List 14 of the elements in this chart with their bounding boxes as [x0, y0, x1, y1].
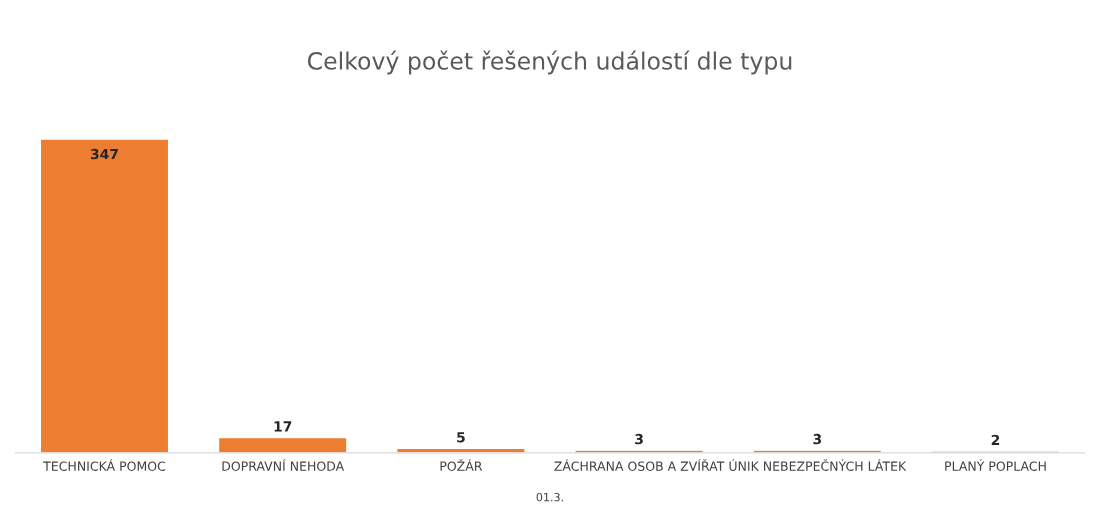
x-tick-label: POŽÁR	[440, 459, 483, 471]
x-tick-label: ZÁCHRANA OSOB A ZVÍŘAT	[554, 459, 725, 471]
data-label: 17	[274, 421, 292, 432]
x-tick-label: TECHNICKÁ POMOC	[43, 459, 166, 471]
data-label: 347	[90, 148, 118, 160]
x-axis-title: 01.3.	[536, 492, 563, 502]
data-label: 3	[813, 433, 822, 445]
x-tick-label: PLANÝ POPLACH	[945, 459, 1046, 471]
data-label: 3	[635, 433, 643, 445]
chart-title: Celkový počet řešených událostí dle typu	[307, 50, 792, 75]
data-label: 5	[457, 432, 465, 443]
data-label: 2	[991, 434, 1000, 446]
x-tick-label: ÚNIK NEBEZPEČNÝCH LÁTEK	[729, 459, 907, 471]
x-tick-label: DOPRAVNÍ NEHODA	[222, 459, 345, 471]
